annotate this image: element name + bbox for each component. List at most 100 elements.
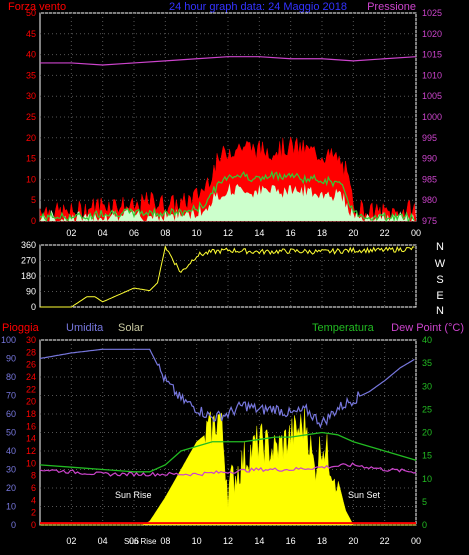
dir-y-tick: 360	[21, 240, 36, 250]
wind-x-tick: 16	[286, 228, 296, 238]
compass-labels: N W S E N	[435, 241, 446, 317]
wind-y-tick: 40	[26, 50, 36, 60]
wind-x-tick: 02	[66, 228, 76, 238]
pressure-y-tick: 1005	[422, 91, 442, 101]
wind-x-tick: 22	[380, 228, 390, 238]
dir-y-tick: 180	[21, 271, 36, 281]
wind-light-area	[40, 183, 416, 221]
temp-y-tick: 35	[422, 358, 432, 368]
humidity-y-tick: 60	[6, 409, 16, 419]
pressure-y-tick: 985	[422, 174, 437, 184]
dewpoint-label: Dew Point (°C)	[391, 322, 464, 334]
temp-x-tick: 10	[192, 536, 202, 546]
temp-y-tick: 40	[422, 335, 432, 345]
rain-y-tick: 14	[26, 434, 36, 444]
humidity-y-tick: 40	[6, 446, 16, 456]
wind-x-tick: 06	[129, 228, 139, 238]
wind-y-tick: 25	[26, 112, 36, 122]
humidity-y-tick: 50	[6, 428, 16, 438]
wind-x-tick: 10	[192, 228, 202, 238]
temp-x-tick: 04	[98, 536, 108, 546]
dewpoint-line	[39, 462, 417, 478]
rain-y-tick: 6	[31, 483, 36, 493]
dir-y-tick: 270	[21, 256, 36, 266]
pressure-line	[40, 56, 417, 66]
temp-y-tick: 25	[422, 404, 432, 414]
rain-y-tick: 26	[26, 360, 36, 370]
temperature-line	[39, 431, 417, 473]
wind-avg-line	[39, 170, 415, 223]
sunrise-annotation: Sun Rise	[115, 490, 152, 500]
pressure-y-tick: 1010	[422, 70, 442, 80]
wind-x-tick: 18	[317, 228, 327, 238]
temp-x-tick: 00	[411, 536, 421, 546]
rain-y-tick: 18	[26, 409, 36, 419]
humidity-y-tick: 80	[6, 372, 16, 382]
sunset-annotation: Sun Set	[348, 490, 381, 500]
rain-y-tick: 30	[26, 335, 36, 345]
rain-y-tick: 24	[26, 372, 36, 382]
wind-y-tick: 30	[26, 91, 36, 101]
rain-y-tick: 12	[26, 446, 36, 456]
temp-y-tick: 30	[422, 381, 432, 391]
wind-y-tick: 15	[26, 154, 36, 164]
wind-y-tick: 5	[31, 195, 36, 205]
temp-y-tick: 0	[422, 520, 427, 530]
dir-y-tick: 90	[26, 287, 36, 297]
wind-x-tick: 12	[223, 228, 233, 238]
pressure-y-tick: 1025	[422, 8, 442, 18]
wind-y-tick: 45	[26, 29, 36, 39]
wind-x-tick: 08	[160, 228, 170, 238]
temp-y-tick: 15	[422, 451, 432, 461]
rain-y-tick: 28	[26, 347, 36, 357]
compass-e: E	[436, 290, 443, 302]
temp-x-tick: 20	[348, 536, 358, 546]
pressure-label: Pressione	[367, 1, 416, 13]
chart-title: 24 hour graph data: 24 Maggio 2018	[169, 1, 347, 13]
rain-y-tick: 0	[31, 520, 36, 530]
solar-label: Solar	[118, 322, 144, 334]
humidity-y-tick: 100	[1, 335, 16, 345]
humidity-y-tick: 70	[6, 391, 16, 401]
humidity-line	[39, 348, 415, 429]
pressure-y-tick: 990	[422, 154, 437, 164]
wind-direction-line	[40, 245, 415, 308]
rain-y-tick: 2	[31, 508, 36, 518]
compass-s: S	[436, 274, 443, 286]
wind-y-tick: 35	[26, 70, 36, 80]
temp-x-tick: 16	[286, 536, 296, 546]
pressure-y-tick: 980	[422, 195, 437, 205]
temp-x-tick: 06	[129, 536, 139, 546]
humidity-y-tick: 90	[6, 354, 16, 364]
humidity-y-tick: 0	[11, 520, 16, 530]
rain-y-tick: 16	[26, 421, 36, 431]
rain-y-tick: 20	[26, 397, 36, 407]
wind-force-label: Forza vento	[8, 1, 66, 13]
compass-n-top: N	[436, 241, 444, 253]
pressure-y-tick: 1000	[422, 112, 442, 122]
temp-x-tick: 18	[317, 536, 327, 546]
humidity-y-tick: 30	[6, 465, 16, 475]
temp-x-tick: 08	[160, 536, 170, 546]
wind-direction-plot: 0 90 180 270 360	[21, 240, 417, 312]
temp-y-tick: 10	[422, 474, 432, 484]
compass-w: W	[435, 258, 446, 270]
compass-n-bottom: N	[436, 305, 444, 317]
wind-x-tick: 14	[254, 228, 264, 238]
wind-pressure-plot: 0510152025303540455097598098599099510001…	[26, 8, 442, 238]
temp-x-tick: 12	[223, 536, 233, 546]
dir-y-tick: 0	[31, 302, 36, 312]
pressure-y-tick: 1020	[422, 29, 442, 39]
rain-label: Pioggia	[2, 322, 40, 334]
pressure-y-tick: 975	[422, 216, 437, 226]
sunrise-x-marker: Sun Rise	[124, 537, 157, 546]
wind-x-tick: 04	[98, 228, 108, 238]
humidity-y-tick: 10	[6, 502, 16, 512]
rain-y-tick: 4	[31, 495, 36, 505]
solar-area	[40, 408, 416, 526]
rain-y-tick: 10	[26, 458, 36, 468]
pressure-y-tick: 1015	[422, 50, 442, 60]
wind-x-tick: 00	[411, 228, 421, 238]
rain-y-tick: 22	[26, 384, 36, 394]
